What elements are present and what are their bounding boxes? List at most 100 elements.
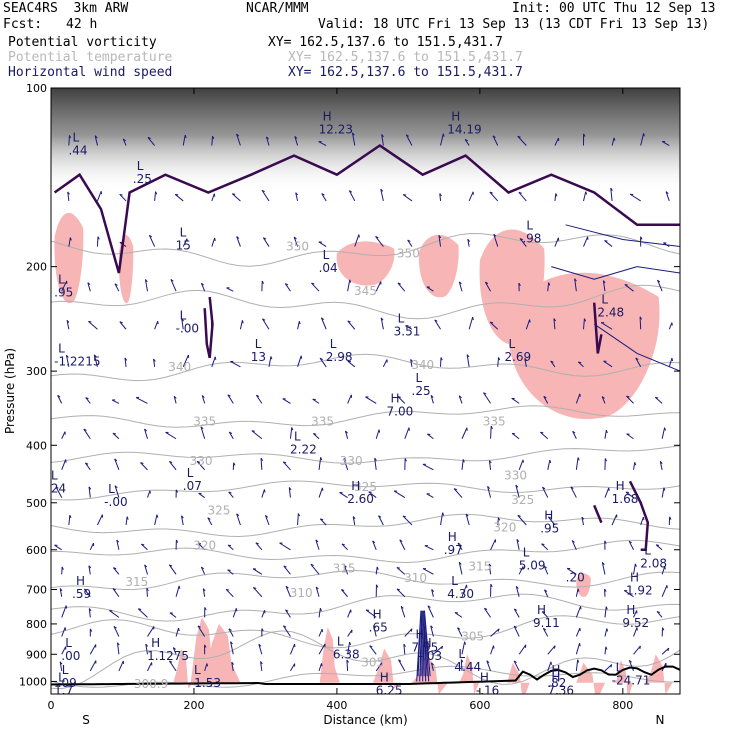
wind-arrow-head: [204, 607, 207, 611]
wind-arrow-head: [201, 566, 205, 570]
wind-arrow-head: [114, 458, 118, 462]
wind-arrow: [181, 318, 184, 330]
wind-arrow-head: [84, 588, 88, 591]
pv-low-level-region: [204, 623, 241, 683]
wind-arrow: [374, 458, 377, 470]
x-tick-label: 800: [612, 699, 633, 712]
extremum-letter: L: [58, 273, 65, 287]
wind-arrow: [119, 321, 127, 330]
x-tick-label: 200: [183, 699, 204, 712]
wind-arrow-head: [253, 587, 257, 589]
wind-arrow: [547, 645, 556, 655]
wind-arrow: [116, 642, 120, 655]
wind-arrow: [283, 565, 291, 575]
wind-arrow: [640, 516, 644, 526]
wind-arrow: [397, 282, 406, 292]
wind-arrow: [113, 567, 120, 575]
wind-arrow: [88, 486, 91, 498]
wind-arrow-head: [381, 134, 384, 138]
wind-arrow: [180, 515, 184, 526]
wind-arrow-head: [380, 317, 384, 321]
wind-arrow: [626, 433, 634, 440]
wind-arrow-head: [605, 606, 608, 610]
pv-low-level-region: [319, 627, 340, 683]
wind-arrow: [611, 514, 618, 526]
wind-arrow-head: [458, 395, 462, 399]
wind-arrow: [87, 282, 91, 292]
wind-arrow-head: [112, 588, 116, 591]
wind-arrow-head: [602, 280, 606, 284]
theta-contour: [51, 569, 680, 591]
wind-arrow-head: [175, 489, 179, 493]
wind-arrow-head: [93, 354, 97, 358]
wind-arrow-head: [671, 357, 674, 362]
wind-arrow: [170, 279, 177, 292]
wind-arrow-head: [441, 645, 444, 650]
wind-arrow-head: [197, 625, 201, 628]
wind-arrow: [282, 461, 291, 471]
wind-arrow-head: [515, 484, 519, 488]
wind-arrow: [124, 357, 127, 367]
field-wind-speed-xy: XY= 162.5,137.6 to 151.5,431.7: [288, 65, 523, 80]
extremum-value: 7.00: [387, 404, 414, 418]
wind-arrow-head: [200, 426, 204, 430]
wind-arrow: [543, 565, 549, 575]
wind-arrow: [284, 283, 291, 292]
y-tick-label: 200: [26, 261, 47, 274]
wind-arrow: [404, 427, 410, 439]
theta-contour-label: 315: [468, 559, 491, 573]
wind-arrow-head: [659, 461, 663, 464]
wind-arrow: [343, 458, 349, 470]
wind-arrow: [283, 625, 291, 637]
wind-arrow: [175, 585, 180, 597]
wind-arrow-head: [604, 588, 607, 592]
wind-arrow-head: [341, 589, 345, 592]
wind-arrow: [231, 193, 241, 202]
wind-arrow: [457, 542, 463, 551]
extremum-letter: H: [423, 636, 432, 650]
organization: NCAR/MMM: [246, 1, 309, 16]
wind-arrow: [433, 645, 443, 655]
wind-arrow: [258, 644, 263, 655]
init-time: Init: 00 UTC Thu 12 Sep 13: [512, 1, 716, 16]
wind-arrow-head: [430, 395, 434, 398]
wind-arrow: [261, 189, 270, 202]
field-potential-vorticity-xy: XY= 162.5,137.6 to 151.5,431.7: [268, 35, 503, 50]
stratosphere-shading: [51, 88, 680, 193]
wind-arrow: [318, 457, 322, 470]
wind-arrow: [255, 542, 263, 551]
theta-contour-label: 345: [354, 284, 377, 298]
extremum-value: .98: [522, 231, 541, 245]
wind-arrow-head: [410, 359, 413, 363]
wind-arrow: [490, 645, 494, 655]
extremum-value: 9.11: [533, 616, 560, 630]
theta-contour: [51, 539, 680, 564]
extremum-letter: H: [448, 530, 457, 544]
wind-arrow: [440, 512, 444, 526]
wind-arrow: [211, 356, 216, 367]
wind-arrow: [97, 514, 103, 526]
wind-arrow: [402, 515, 413, 526]
wind-arrow: [458, 395, 463, 404]
wind-arrow: [639, 316, 642, 330]
wind-arrow-head: [59, 661, 63, 665]
wind-arrow-head: [55, 486, 59, 489]
wind-arrow: [633, 627, 638, 637]
forecast-hours: 42 h: [66, 17, 98, 32]
wind-arrow-head: [492, 135, 496, 138]
wind-arrow: [483, 607, 492, 618]
extremum-letter: L: [601, 293, 608, 307]
extremum-letter: H: [616, 479, 625, 493]
wind-arrow: [182, 238, 188, 247]
theta-contour: [51, 593, 680, 622]
wind-arrow-head: [66, 354, 69, 358]
extremum-letter: L: [337, 635, 344, 649]
pv-region: [54, 212, 84, 304]
wind-arrow: [490, 628, 500, 637]
wind-arrow: [346, 659, 349, 671]
extremum-value: 5.09: [519, 558, 546, 572]
extremum-letter: L: [526, 218, 533, 232]
wind-arrow-head: [376, 566, 379, 570]
wind-arrow-head: [524, 357, 528, 361]
wind-arrow-head: [119, 193, 123, 196]
